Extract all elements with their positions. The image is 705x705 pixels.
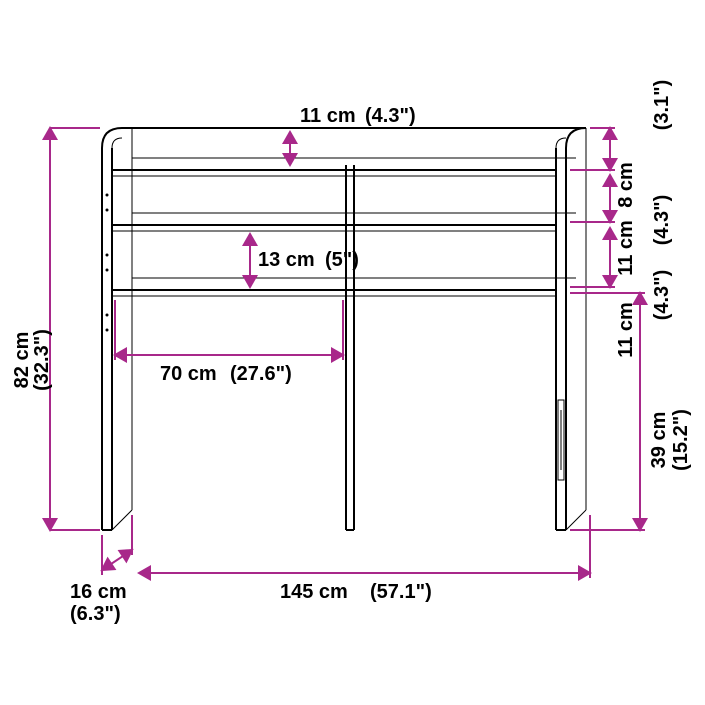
label-70-cm: 70 cm — [160, 363, 217, 385]
dim-width-total: 145 cm (57.1") — [139, 515, 590, 603]
dim-gap-8: 8 cm (3.1") — [570, 80, 673, 208]
label-13-in: (5") — [325, 249, 359, 271]
label-8-cm: 8 cm — [615, 162, 637, 208]
label-depth-cm: 16 cm — [70, 581, 127, 603]
dimension-drawing: 82 cm (32.3") 16 cm (6.3") 145 cm (57.1"… — [0, 0, 705, 705]
label-13-cm: 13 cm — [258, 249, 315, 271]
label-39-cm: 39 cm — [648, 412, 670, 469]
label-width-in: (57.1") — [370, 581, 432, 603]
label-height-cm: 82 cm — [11, 332, 33, 389]
label-11low-cm: 11 cm — [615, 302, 637, 358]
label-11mid-in: (4.3") — [651, 195, 673, 246]
dim-gap-11-top: 11 cm (4.3") — [290, 105, 416, 165]
label-width-cm: 145 cm — [280, 581, 348, 603]
dim-shelf-half: 70 cm (27.6") — [115, 300, 343, 385]
label-depth-in: (6.3") — [70, 603, 121, 625]
label-11top-in: (4.3") — [365, 105, 416, 127]
diagram-container: 82 cm (32.3") 16 cm (6.3") 145 cm (57.1"… — [0, 0, 705, 705]
dim-gap-13: 13 cm (5") — [250, 234, 359, 287]
label-39-in: (15.2") — [670, 409, 692, 471]
label-11low-in: (4.3") — [651, 270, 673, 321]
label-70-in: (27.6") — [230, 363, 292, 385]
label-11top-cm: 11 cm — [300, 105, 356, 127]
label-8-in: (3.1") — [651, 80, 673, 131]
dim-depth: 16 cm (6.3") — [70, 515, 132, 625]
label-11mid-cm: 11 cm — [615, 220, 637, 276]
dim-height-total: 82 cm (32.3") — [11, 128, 100, 530]
label-height-in: (32.3") — [31, 329, 53, 391]
